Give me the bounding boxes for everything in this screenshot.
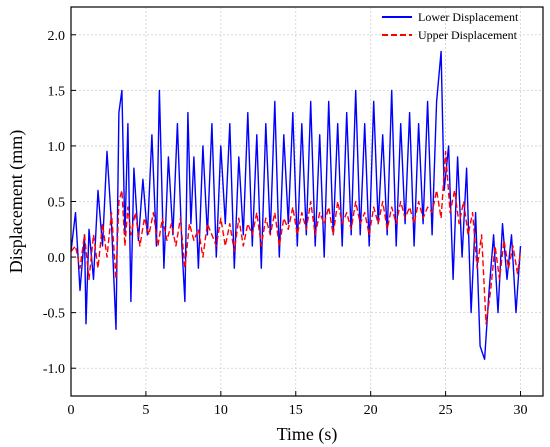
x-tick-label: 25: [439, 403, 453, 418]
y-tick-label: 2.0: [48, 29, 66, 44]
x-tick-label: 10: [214, 403, 228, 418]
x-tick-label: 20: [364, 403, 378, 418]
legend: Lower Displacement Upper Displacement: [382, 10, 519, 42]
x-tick-label: 30: [514, 403, 528, 418]
y-tick-label: 1.0: [48, 140, 66, 155]
legend-upper-label: Upper Displacement: [418, 28, 518, 42]
x-tick-label: 0: [68, 403, 75, 418]
y-tick-label: -1.0: [43, 362, 65, 377]
y-axis-label: Displacement (mm): [6, 130, 27, 273]
y-tick-label: -0.5: [43, 307, 65, 322]
upper-displacement-line: [70, 150, 522, 325]
grid-lines: [70, 7, 543, 396]
lower-displacement-line: [70, 50, 522, 360]
y-tick-label: 0.5: [48, 196, 66, 211]
axes: 0 5 10 15 20 25 30 -1.0 -0.5 0.0 0.5 1.0 1.5 2.0: [43, 29, 528, 418]
x-axis-label: Time (s): [277, 424, 338, 445]
y-tick-label: 1.5: [48, 84, 66, 99]
y-tick-label: 0.0: [48, 251, 66, 266]
plot-series: [70, 50, 522, 360]
x-tick-label: 5: [142, 403, 149, 418]
x-tick-label: 15: [289, 403, 303, 418]
legend-lower-label: Lower Displacement: [418, 10, 519, 24]
